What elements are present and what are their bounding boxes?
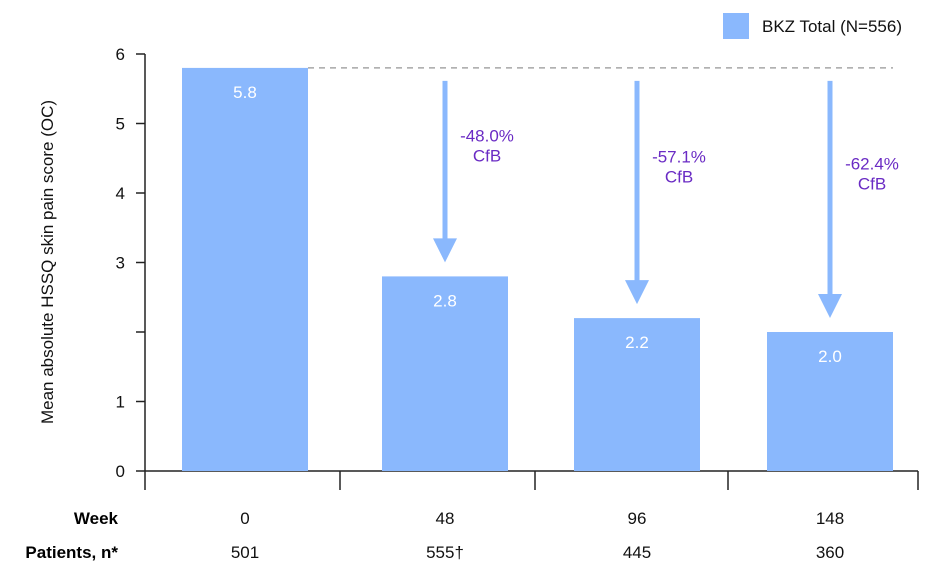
y-axis-label: Mean absolute HSSQ skin pain score (OC) [38,100,57,424]
arrow-head [625,280,649,305]
x-tick-label: 0 [240,509,249,528]
y-axis: 0 1 3 4 5 6 [116,45,146,481]
arrow-head [433,238,457,263]
change-percent-label: -62.4% [845,154,899,173]
y-tick-label: 5 [116,115,125,134]
bar-value-label: 2.2 [625,333,649,352]
bar-value-label: 2.8 [433,291,457,310]
legend: BKZ Total (N=556) [723,13,902,39]
x-tick-label: 96 [628,509,647,528]
bar-value-label: 2.0 [818,347,842,366]
bar [382,276,508,471]
change-cfb-label: CfB [858,174,886,193]
legend-swatch [723,13,749,39]
y-tick-label: 1 [116,393,125,412]
bar-value-label: 5.8 [233,83,257,102]
x-axis [144,470,919,490]
y-tick-label: 0 [116,462,125,481]
arrow-head [818,294,842,318]
change-arrows: -48.0%CfB -57.1%CfB-62.4%CfB [433,80,899,318]
y-tick-label: 6 [116,45,125,64]
change-cfb-label: CfB [473,147,501,166]
patients-count: 445 [623,543,651,562]
bar [574,318,700,471]
change-percent-label: -48.0% [460,127,514,146]
patients-count: 501 [231,543,259,562]
bar [767,332,893,471]
x-tick-label: 48 [436,509,455,528]
bars: 5.8 2.8 2.2 2.0 [182,67,893,472]
bar [182,67,308,472]
y-tick-label: 4 [116,184,125,203]
patients-count: 555† [426,543,464,562]
x-tick-label: 148 [816,509,844,528]
legend-label: BKZ Total (N=556) [762,17,902,36]
patients-count: 360 [816,543,844,562]
change-percent-label: -57.1% [652,148,706,167]
week-row-label: Week [74,509,119,528]
change-cfb-label: CfB [665,168,693,187]
patients-row-label: Patients, n* [25,543,118,562]
y-tick-label: 3 [116,254,125,273]
table-rows: Week Patients, n* 0 501 48 555† 96 445 148 360 [25,509,844,562]
